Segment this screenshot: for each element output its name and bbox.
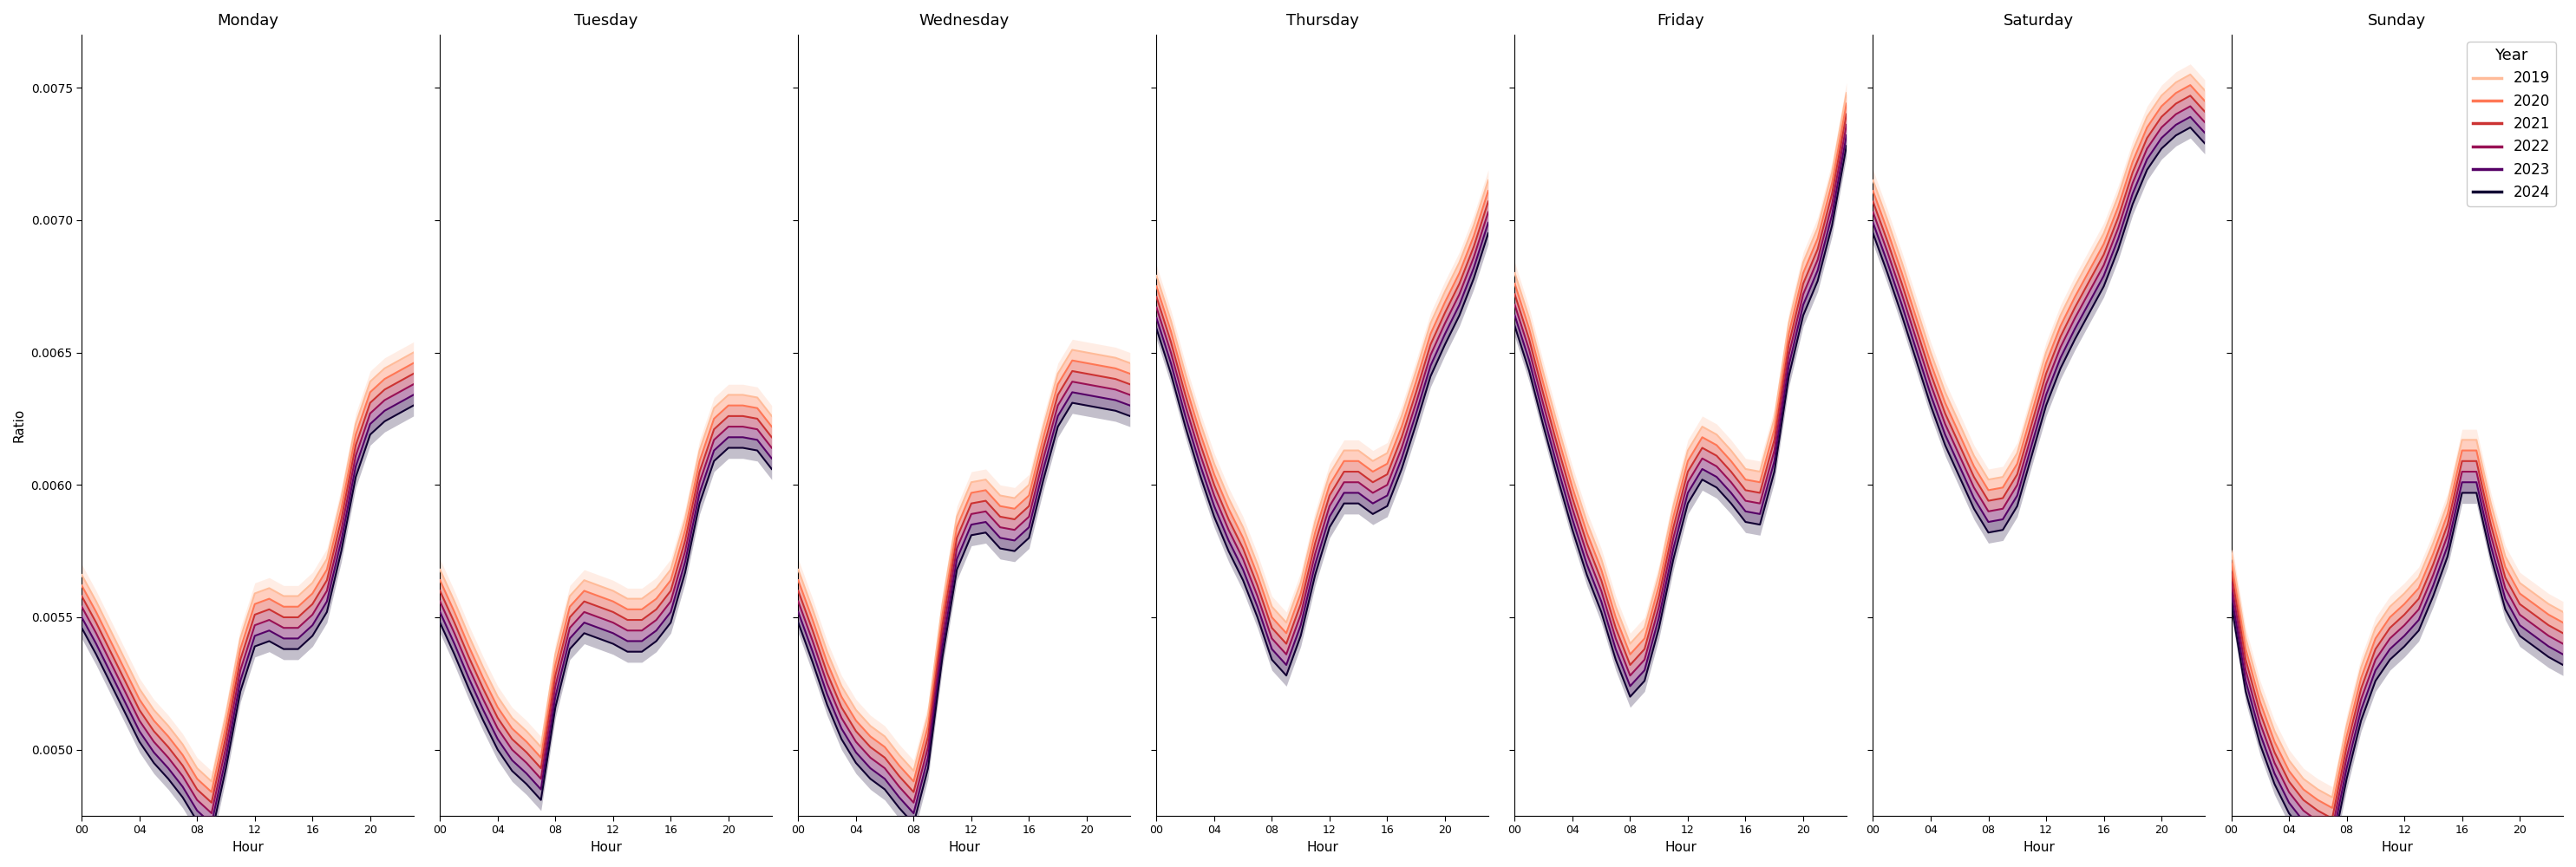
Title: Sunday: Sunday	[2367, 13, 2427, 29]
X-axis label: Hour: Hour	[2022, 841, 2056, 854]
Y-axis label: Ratio: Ratio	[13, 408, 26, 442]
Legend: 2019, 2020, 2021, 2022, 2023, 2024: 2019, 2020, 2021, 2022, 2023, 2024	[2468, 42, 2555, 206]
X-axis label: Hour: Hour	[948, 841, 979, 854]
Title: Monday: Monday	[216, 13, 278, 29]
X-axis label: Hour: Hour	[1306, 841, 1340, 854]
Title: Tuesday: Tuesday	[574, 13, 639, 29]
Title: Thursday: Thursday	[1285, 13, 1358, 29]
Title: Friday: Friday	[1656, 13, 1705, 29]
X-axis label: Hour: Hour	[2380, 841, 2414, 854]
X-axis label: Hour: Hour	[1664, 841, 1698, 854]
Title: Wednesday: Wednesday	[920, 13, 1010, 29]
X-axis label: Hour: Hour	[590, 841, 621, 854]
Title: Saturday: Saturday	[2004, 13, 2074, 29]
X-axis label: Hour: Hour	[232, 841, 263, 854]
